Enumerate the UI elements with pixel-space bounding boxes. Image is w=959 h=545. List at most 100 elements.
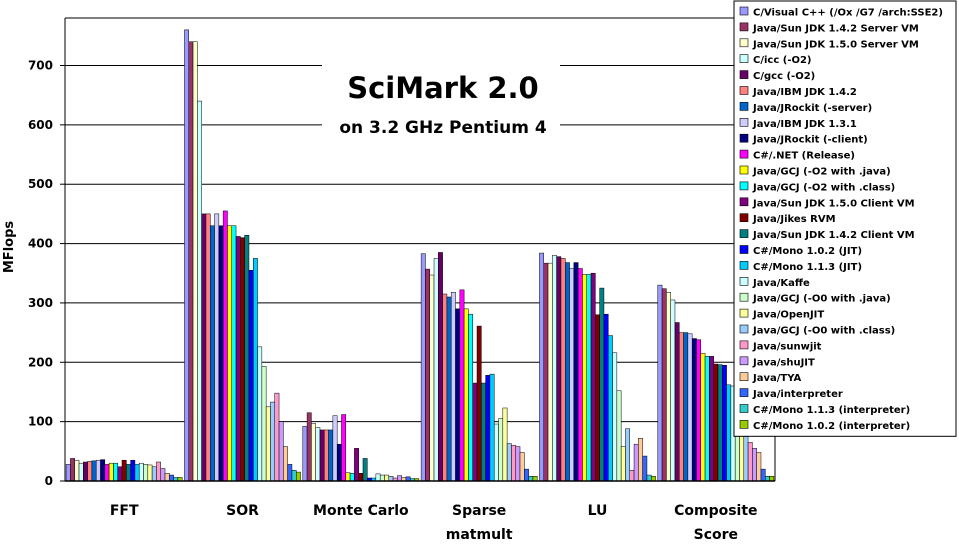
bar [543,262,549,482]
legend: C/Visual C++ (/Ox /G7 /arch:SSE2) Java/Su… [733,0,957,437]
bar [336,443,342,482]
bar [515,446,521,482]
legend-swatch [739,86,749,95]
x-tick-label: FFT [110,503,139,519]
bar [201,213,207,482]
bar [227,225,232,482]
legend-swatch [739,70,749,79]
legend-entry: Java/GCJ (-O2 with .class) [752,182,895,193]
bar [713,363,719,482]
legend-entry: C#/Mono 1.0.2 (JIT) [753,246,862,257]
legend-swatch [739,213,749,222]
bar [524,468,529,482]
bar [358,473,364,482]
bar [552,255,557,482]
x-axis-categories: FFT SOR Monte Carlo Sparse matmult LU Composit… [110,503,758,543]
bar [240,237,245,482]
bar [341,414,347,482]
legend-swatch [739,197,749,207]
bar [679,332,684,482]
bar [328,429,334,482]
bar [595,314,600,482]
chart-subtitle: on 3.2 GHz Pentium 4 [339,118,547,138]
bar [450,291,456,482]
legend-swatch [739,6,749,16]
bar [502,407,508,482]
bar [315,427,321,482]
bar [438,252,443,482]
legend-swatch [739,38,749,48]
legend-entry: Java/Sun JDK 1.5.0 Client VM [752,198,915,209]
bar [324,429,329,482]
bar [485,375,491,482]
y-tick-label: 500 [28,177,53,191]
bar [192,41,198,482]
bar [222,210,228,482]
bar [696,339,702,482]
bar [506,443,512,482]
bar [121,459,127,482]
bar [345,472,351,482]
bar [511,445,516,482]
bar [433,258,439,482]
bar [577,268,583,482]
bar [283,446,288,482]
bar [319,429,325,482]
chart-title: SciMark 2.0 [347,71,539,105]
bar [539,252,545,482]
bar [633,443,639,482]
x-tick-label: Composite [674,503,757,519]
bar [205,213,211,482]
bar [188,41,194,482]
bar [87,461,93,482]
bar [147,464,153,482]
bar [302,426,308,482]
bar [666,291,671,482]
bar [270,401,276,482]
bar [420,253,426,482]
bar [603,313,609,482]
legend-entry: Java/Sun JDK 1.4.2 Server VM [752,23,919,34]
y-axis-label: MFlops [2,221,17,274]
bar [83,461,88,482]
bar [70,458,75,482]
bar [130,459,136,482]
bar [498,418,504,482]
x-tick-label-line2: Score [694,527,738,543]
legend-entry: Java/OpenJIT [752,310,824,321]
x-tick-label: Monte Carlo [313,503,409,519]
bar [104,464,110,482]
bar [108,462,114,482]
bar [184,29,189,482]
bar [489,373,495,482]
y-tick-label: 700 [28,58,53,72]
y-tick-label: 600 [28,118,53,132]
y-tick-label: 200 [28,355,53,369]
bar [296,471,301,482]
bar [244,235,250,482]
x-tick-label: LU [588,503,608,519]
bar [160,468,166,482]
legend-swatch [739,356,749,366]
bar [126,464,131,482]
bar [91,460,97,482]
legend-swatch [739,149,749,159]
bar [743,436,749,482]
bar [747,442,753,482]
legend-swatch [739,181,749,191]
bar [117,466,123,482]
bar [612,352,618,482]
bar [752,448,757,482]
bar [674,322,680,482]
bar [65,464,71,482]
bar [573,262,579,482]
legend-swatch [739,102,749,111]
bar [231,225,237,482]
bar [599,287,605,482]
bar [646,474,652,482]
bar [311,423,316,482]
bar [235,236,241,482]
bar [379,474,385,482]
bar [218,225,224,482]
